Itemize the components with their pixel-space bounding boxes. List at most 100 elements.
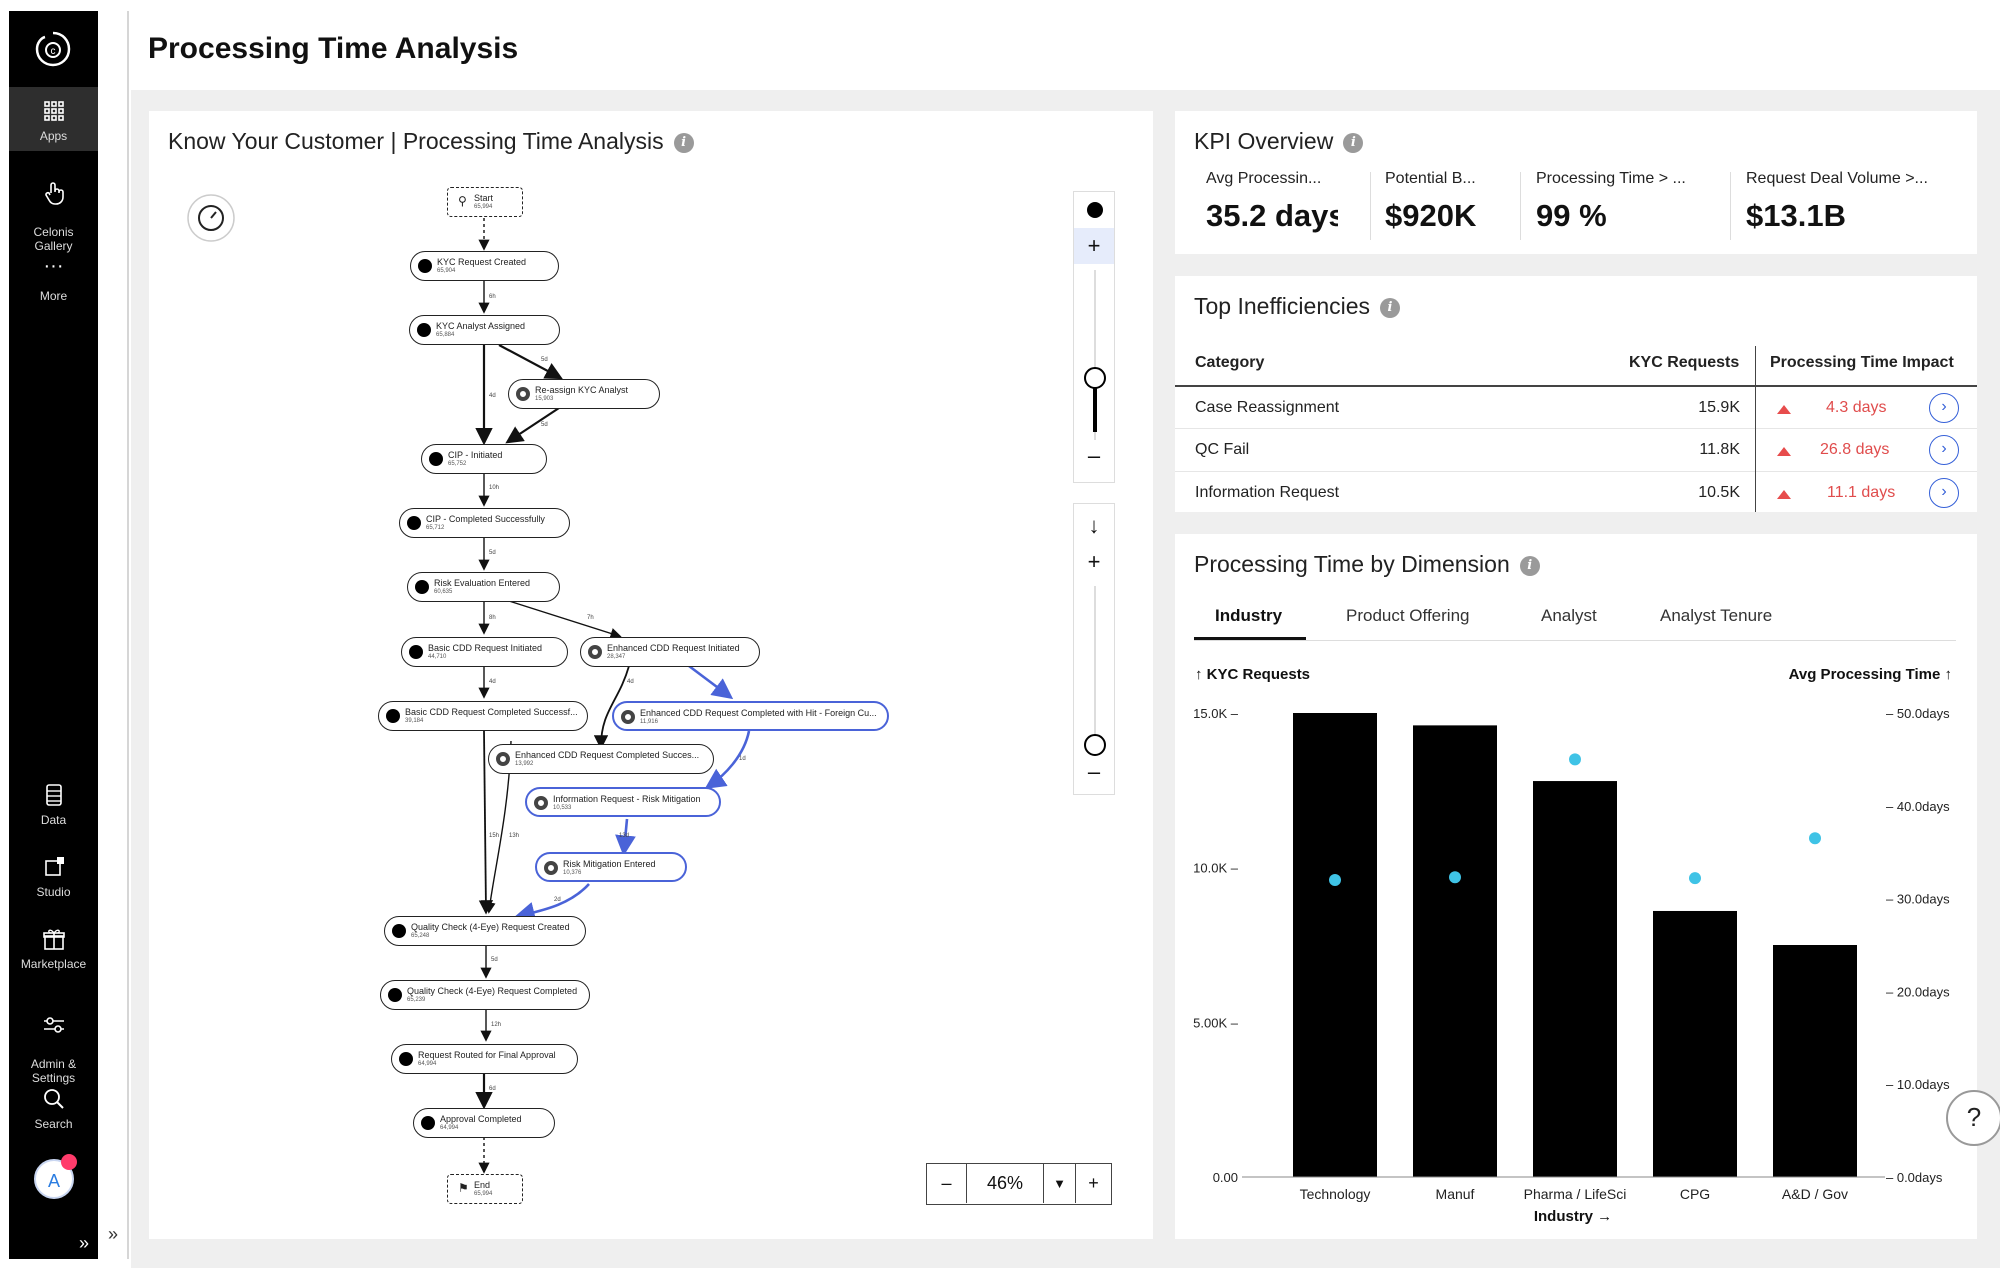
- node-dot-icon: [496, 752, 510, 766]
- tab-analyst-tenure[interactable]: Analyst Tenure: [1660, 606, 1773, 625]
- process-node[interactable]: Request Routed for Final Approval 64,994: [391, 1044, 578, 1074]
- tab-product-offering[interactable]: Product Offering: [1346, 606, 1470, 625]
- row-requests: 11.8K: [1699, 441, 1740, 458]
- process-node[interactable]: Information Request - Risk Mitigation 10,…: [525, 787, 721, 817]
- right-tick-label: – 30.0days: [1886, 892, 1950, 907]
- table-column-divider: [1755, 346, 1756, 512]
- kpi-processing-time-share[interactable]: Processing Time > ... 99 %: [1536, 170, 1726, 240]
- info-icon[interactable]: i: [1380, 298, 1401, 318]
- info-icon[interactable]: i: [1519, 556, 1540, 576]
- process-edges: [475, 218, 751, 1174]
- row-drilldown-button[interactable]: ›: [1929, 393, 1959, 423]
- node-label: Quality Check (4-Eye) Request Created: [411, 922, 570, 932]
- connection-slider-handle[interactable]: [1084, 734, 1106, 756]
- tab-analyst[interactable]: Analyst: [1541, 606, 1597, 625]
- search-icon: [43, 1089, 64, 1109]
- expand-panel-icon[interactable]: »: [107, 1224, 118, 1244]
- bar-1[interactable]: [1413, 725, 1497, 1177]
- row-drilldown-button[interactable]: ›: [1929, 478, 1959, 508]
- edge-label: 4d: [489, 679, 496, 685]
- process-node[interactable]: Enhanced CDD Request Completed with Hit …: [612, 701, 889, 731]
- row-category: Information Request: [1195, 484, 1340, 501]
- node-dot-icon: [399, 1052, 413, 1066]
- connection-minus-button[interactable]: –: [1087, 759, 1101, 784]
- point-3[interactable]: [1689, 872, 1701, 885]
- info-icon[interactable]: i: [673, 133, 694, 153]
- inefficiencies-title-text: Top Inefficiencies: [1194, 293, 1371, 319]
- process-node[interactable]: Enhanced CDD Request Initiated 28,347: [580, 637, 760, 667]
- connection-plus-button[interactable]: +: [1087, 549, 1101, 574]
- zoom-out-button[interactable]: –: [927, 1164, 967, 1203]
- process-node[interactable]: Approval Completed 64,994: [413, 1108, 555, 1138]
- trend-up-icon: [1777, 405, 1791, 414]
- column-header-impact[interactable]: Processing Time Impact: [1770, 354, 1954, 371]
- activity-minus-button[interactable]: –: [1087, 443, 1101, 468]
- sidebar-item-search[interactable]: Search: [9, 1085, 98, 1131]
- activity-plus-button[interactable]: +: [1074, 228, 1114, 264]
- sidebar-item-more[interactable]: ··· More: [9, 256, 98, 303]
- point-4[interactable]: [1809, 832, 1821, 845]
- gift-icon: [42, 929, 65, 950]
- kpi-panel: KPI Overview i: [1175, 111, 1977, 254]
- point-0[interactable]: [1329, 874, 1341, 887]
- kpi-value: 35.2 days: [1206, 198, 1338, 233]
- node-count: 65,239: [407, 997, 426, 1003]
- process-node[interactable]: Basic CDD Request Completed Successf... 3…: [378, 701, 588, 731]
- tab-industry[interactable]: Industry: [1215, 606, 1283, 625]
- sidebar-item-apps[interactable]: Apps: [9, 87, 98, 151]
- process-node[interactable]: KYC Request Created 65,904: [410, 251, 559, 281]
- kpi-avg-processing[interactable]: Avg Processin... 35.2 days: [1206, 170, 1338, 240]
- node-count: 10,533: [553, 805, 572, 811]
- info-icon[interactable]: i: [1343, 133, 1364, 153]
- celonis-logo-icon[interactable]: c: [33, 29, 73, 69]
- edge-label: 6d: [489, 1086, 496, 1092]
- process-node[interactable]: Re-assign KYC Analyst 15,903: [508, 379, 660, 409]
- bar-4[interactable]: [1773, 945, 1857, 1177]
- sidebar-item-data[interactable]: Data: [9, 781, 98, 827]
- gauge-icon[interactable]: [186, 193, 236, 243]
- zoom-in-button[interactable]: +: [1088, 1173, 1099, 1193]
- process-node-start[interactable]: ⚲ Start 65,994: [447, 187, 523, 217]
- column-header-kyc-requests[interactable]: KYC Requests: [1629, 354, 1740, 371]
- process-node[interactable]: Risk Evaluation Entered 60,635: [407, 572, 560, 602]
- process-node-end[interactable]: ⚑ End 65,994: [447, 1174, 523, 1204]
- edge-label: 6h: [489, 294, 496, 300]
- process-node[interactable]: Basic CDD Request Initiated 44,710: [401, 637, 568, 667]
- point-1[interactable]: [1449, 871, 1461, 884]
- node-dot-icon: [409, 645, 423, 659]
- node-count: 65,904: [437, 268, 456, 274]
- row-category: QC Fail: [1195, 441, 1250, 458]
- help-button[interactable]: ?: [1946, 1090, 2000, 1146]
- right-tick-label: – 20.0days: [1886, 984, 1950, 999]
- activity-slider-handle[interactable]: [1084, 367, 1106, 389]
- process-node[interactable]: Enhanced CDD Request Completed Succes...…: [488, 744, 714, 774]
- activity-slider-track: [1094, 270, 1096, 440]
- node-count: 10,376: [563, 870, 582, 876]
- process-node[interactable]: Risk Mitigation Entered 10,376: [535, 852, 687, 882]
- sidebar-item-studio[interactable]: Studio: [9, 853, 98, 899]
- process-node[interactable]: KYC Analyst Assigned 65,884: [409, 315, 560, 345]
- bar-2[interactable]: [1533, 781, 1617, 1177]
- zoom-dropdown-icon[interactable]: ▼: [1044, 1164, 1076, 1203]
- x-tick-label: Manuf: [1436, 1186, 1475, 1202]
- sidebar-item-marketplace[interactable]: Marketplace: [9, 925, 98, 971]
- bar-3[interactable]: [1653, 910, 1737, 1177]
- kpi-potential-benefit[interactable]: Potential B... $920K: [1385, 170, 1515, 240]
- bar-0[interactable]: [1293, 713, 1377, 1177]
- column-header-category[interactable]: Category: [1195, 354, 1265, 371]
- row-drilldown-button[interactable]: ›: [1929, 435, 1959, 465]
- process-node[interactable]: Quality Check (4-Eye) Request Completed 6…: [380, 980, 590, 1010]
- kpi-request-deal-volume[interactable]: Request Deal Volume >... $13.1B: [1746, 170, 1956, 240]
- sidebar-item-admin-settings[interactable]: Admin & Settings: [9, 997, 98, 1085]
- point-2[interactable]: [1569, 753, 1581, 766]
- collapse-sidebar-icon[interactable]: »: [78, 1233, 89, 1253]
- dimension-title-text: Processing Time by Dimension: [1194, 551, 1510, 577]
- node-dot-icon: [386, 709, 400, 723]
- process-node[interactable]: CIP - Completed Successfully 65,712: [399, 508, 570, 538]
- node-label: Basic CDD Request Initiated: [428, 643, 543, 653]
- sidebar-item-celonis-gallery[interactable]: Celonis Gallery: [9, 165, 98, 253]
- process-node[interactable]: Quality Check (4-Eye) Request Created 65,…: [384, 916, 586, 946]
- node-count: 44,710: [428, 654, 447, 660]
- process-node[interactable]: CIP - Initiated 65,752: [421, 444, 547, 474]
- edge-label: 5d: [541, 422, 548, 428]
